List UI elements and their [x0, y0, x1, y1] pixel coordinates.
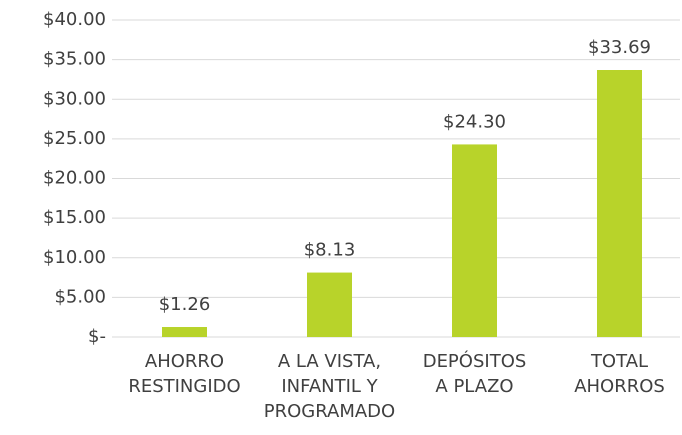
x-tick-label: A LA VISTA, [278, 351, 381, 372]
x-tick-label: AHORROS [574, 376, 665, 397]
data-label: $1.26 [159, 294, 211, 315]
bar [597, 70, 642, 338]
y-tick-label: $5.00 [54, 286, 106, 307]
x-tick-label: AHORRO [145, 351, 224, 372]
y-tick-label: $- [88, 326, 106, 347]
bar [452, 144, 497, 337]
y-tick-label: $25.00 [43, 128, 106, 149]
x-tick-label: TOTAL [590, 351, 648, 372]
x-tick-label: DEPÓSITOS [423, 350, 527, 372]
y-tick-label: $30.00 [43, 88, 106, 109]
y-tick-label: $10.00 [43, 247, 106, 268]
y-tick-label: $15.00 [43, 207, 106, 228]
x-tick-label: A PLAZO [435, 376, 513, 397]
x-tick-label: RESTINGIDO [128, 376, 240, 397]
data-label: $33.69 [588, 37, 651, 58]
bar [162, 327, 207, 337]
x-tick-label: INFANTIL Y [281, 376, 378, 397]
y-tick-label: $20.00 [43, 168, 106, 189]
x-tick-label: PROGRAMADO [264, 401, 395, 422]
y-tick-label: $40.00 [43, 9, 106, 30]
data-label: $8.13 [304, 240, 356, 261]
y-tick-label: $35.00 [43, 49, 106, 70]
bar [307, 272, 352, 337]
data-label: $24.30 [443, 111, 506, 132]
